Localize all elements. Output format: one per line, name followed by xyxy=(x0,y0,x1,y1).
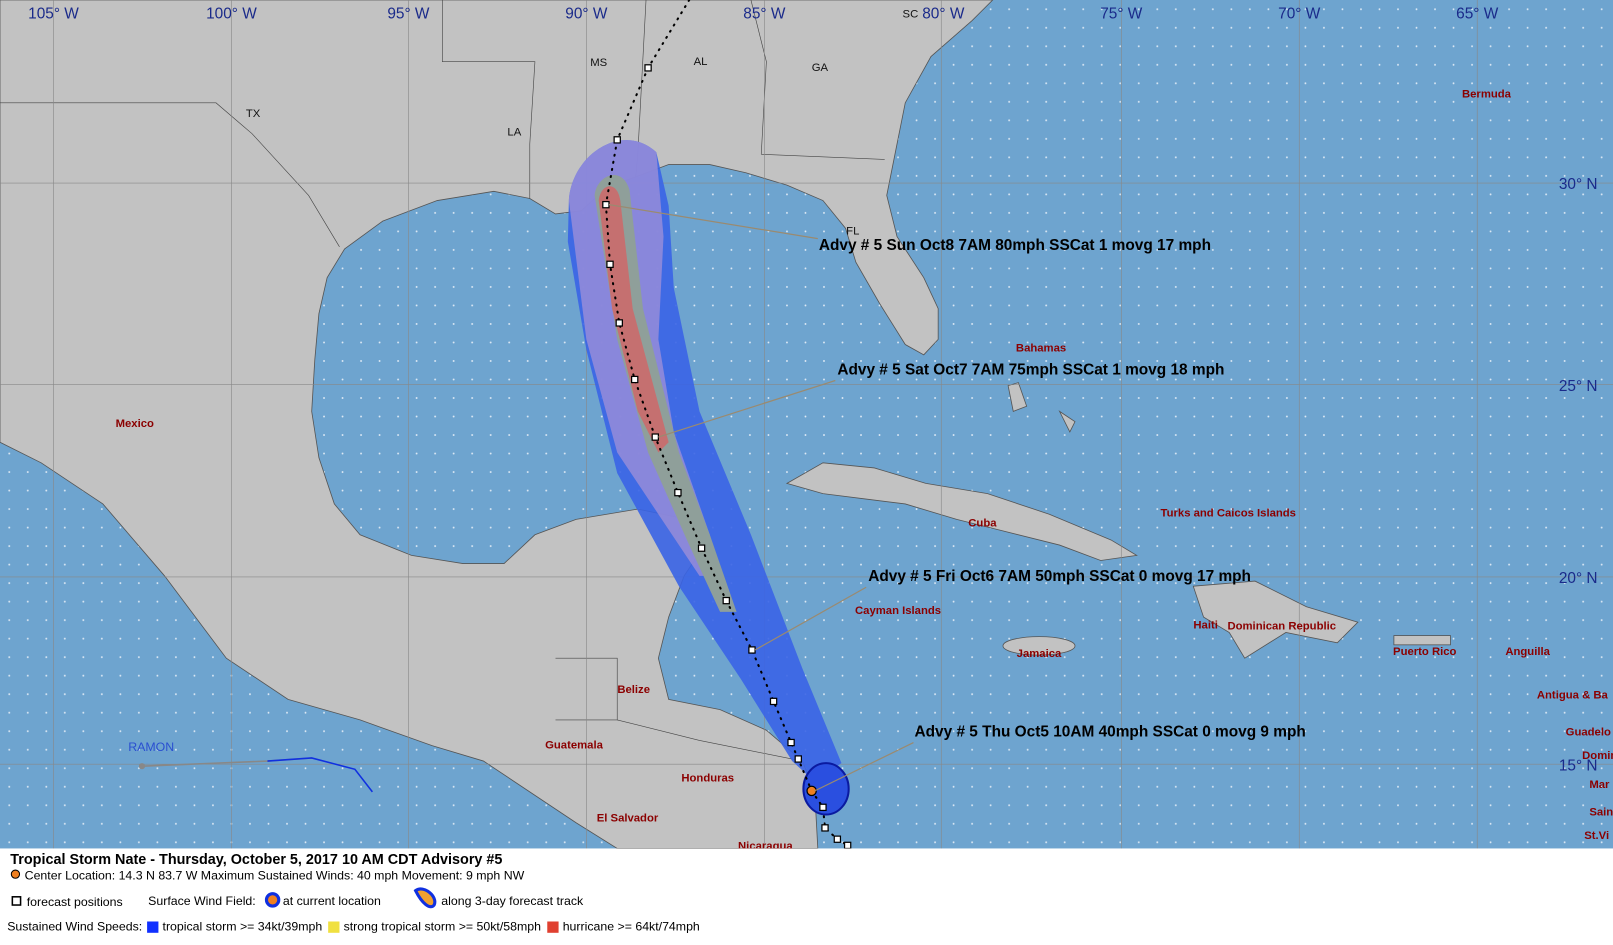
longitude-label: 100° W xyxy=(206,6,257,23)
state-label: TX xyxy=(246,108,261,120)
legend-text: Surface Wind Field: xyxy=(148,894,256,908)
track xyxy=(602,0,852,850)
longitude-label: 80° W xyxy=(922,6,965,23)
longitude-label: 85° W xyxy=(743,6,786,23)
advisory-label: Advy # 5 Thu Oct5 10AM 40mph SSCat 0 mov… xyxy=(915,723,1306,740)
legend-text: at current location xyxy=(283,894,381,908)
place-label: Mexico xyxy=(116,418,154,430)
advisory-label: Advy # 5 Fri Oct6 7AM 50mph SSCat 0 movg… xyxy=(868,568,1251,585)
legend-swatch xyxy=(328,921,340,933)
place-label: Guadelo xyxy=(1566,726,1611,738)
place-label: Bermuda xyxy=(1462,89,1512,101)
legend: Tropical Storm Nate - Thursday, October … xyxy=(0,848,1613,940)
place-label: Bahamas xyxy=(1016,343,1066,355)
latitude-label: 15° N xyxy=(1559,757,1598,774)
legend-text: strong tropical storm >= 50kt/58mph xyxy=(344,920,542,934)
place-label: Mar xyxy=(1589,779,1610,791)
state-label: FL xyxy=(846,225,859,237)
legend-text: hurricane >= 64kt/74mph xyxy=(563,920,700,934)
legend-swatch xyxy=(547,921,559,933)
latitude-label: 20° N xyxy=(1559,570,1598,587)
storm-label: RAMON xyxy=(128,740,174,754)
longitude-label: 95° W xyxy=(387,6,430,23)
leader-lines xyxy=(608,204,914,792)
longitude-label: 90° W xyxy=(565,6,608,23)
legend-icon xyxy=(10,869,21,879)
place-label: St.Vi xyxy=(1584,830,1609,842)
place-label: Guatemala xyxy=(545,740,603,752)
land xyxy=(0,0,1451,849)
legend-icon xyxy=(413,887,437,909)
legend-text: along 3-day forecast track xyxy=(441,894,584,908)
ramon-track xyxy=(138,757,373,793)
place-label: Anguilla xyxy=(1505,646,1550,658)
place-label: Honduras xyxy=(681,773,734,785)
place-label: Antigua & Ba xyxy=(1537,689,1609,701)
state-label: SC xyxy=(903,8,919,20)
advisory-label: Advy # 5 Sun Oct8 7AM 80mph SSCat 1 movg… xyxy=(819,237,1211,254)
latitude-label: 30° N xyxy=(1559,176,1598,193)
advisory-label: Advy # 5 Sat Oct7 7AM 75mph SSCat 1 movg… xyxy=(837,361,1224,378)
legend-text: forecast positions xyxy=(27,895,123,909)
latitude-label: 25° N xyxy=(1559,378,1598,395)
longitude-label: 70° W xyxy=(1278,6,1321,23)
place-label: Sain xyxy=(1589,807,1613,819)
longitude-label: 75° W xyxy=(1100,6,1143,23)
place-label: Nicaragua xyxy=(738,840,793,852)
place-label: Belize xyxy=(617,684,650,696)
place-label: Haiti xyxy=(1193,619,1217,631)
graticule xyxy=(0,0,1613,849)
place-label: Cuba xyxy=(968,518,997,530)
legend-text: Center Location: 14.3 N 83.7 W Maximum S… xyxy=(25,868,525,882)
state-label: LA xyxy=(507,127,521,139)
place-label: Turks and Caicos Islands xyxy=(1161,507,1296,519)
place-label: Cayman Islands xyxy=(855,605,941,617)
longitude-label: 105° W xyxy=(28,6,79,23)
state-label: AL xyxy=(694,56,708,68)
legend-swatch xyxy=(147,921,159,933)
place-label: El Salvador xyxy=(597,813,659,825)
forecast-cone xyxy=(567,140,850,816)
longitude-label: 65° W xyxy=(1456,6,1499,23)
labels: 105° W 100° W 95° W 90° W 85° W 80° W 75… xyxy=(28,6,1613,853)
legend-text: tropical storm >= 34kt/39mph xyxy=(163,920,323,934)
state-label: GA xyxy=(812,62,829,74)
state-label: MS xyxy=(590,57,607,69)
place-label: Dominican Republic xyxy=(1227,620,1336,632)
place-label: Puerto Rico xyxy=(1393,646,1457,658)
legend-icon xyxy=(11,896,22,906)
legend-text: Sustained Wind Speeds: xyxy=(7,920,142,934)
legend-title: Tropical Storm Nate - Thursday, October … xyxy=(10,852,502,868)
legend-icon xyxy=(264,892,281,908)
place-label: Domin xyxy=(1582,750,1613,762)
place-label: Jamaica xyxy=(1017,648,1062,660)
